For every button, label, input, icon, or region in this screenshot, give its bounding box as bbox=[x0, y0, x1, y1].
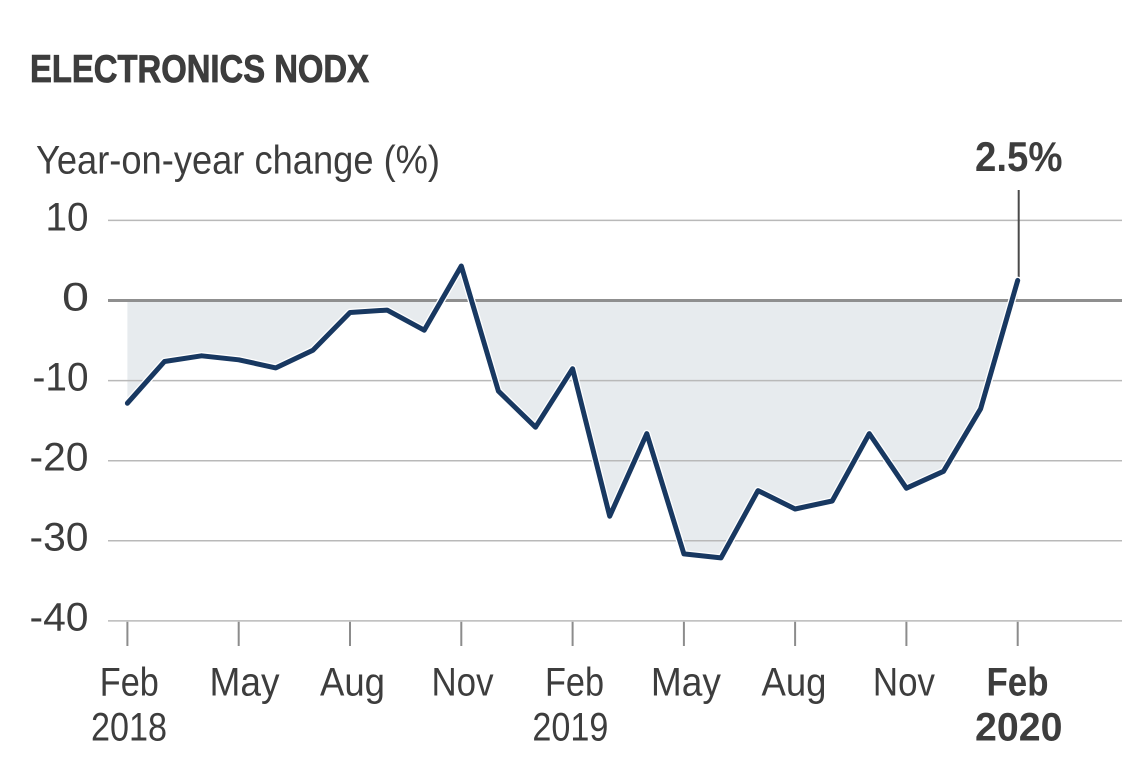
svg-text:Year-on-year change (%): Year-on-year change (%) bbox=[36, 139, 440, 183]
svg-text:0: 0 bbox=[62, 276, 89, 320]
svg-text:Aug: Aug bbox=[762, 661, 827, 705]
svg-text:May: May bbox=[651, 661, 721, 705]
svg-text:-30: -30 bbox=[30, 516, 89, 560]
svg-text:10: 10 bbox=[46, 196, 89, 240]
svg-text:2.5%: 2.5% bbox=[975, 133, 1063, 180]
svg-text:Feb: Feb bbox=[987, 661, 1049, 705]
svg-text:2020: 2020 bbox=[975, 706, 1063, 750]
svg-text:Aug: Aug bbox=[320, 661, 385, 705]
svg-text:ELECTRONICS NODX: ELECTRONICS NODX bbox=[30, 48, 369, 91]
svg-text:Nov: Nov bbox=[873, 661, 935, 705]
svg-text:-40: -40 bbox=[30, 596, 89, 640]
svg-text:Nov: Nov bbox=[432, 661, 494, 705]
svg-text:Feb: Feb bbox=[545, 661, 604, 705]
svg-text:2019: 2019 bbox=[532, 706, 608, 750]
svg-text:-20: -20 bbox=[30, 436, 89, 480]
svg-text:May: May bbox=[210, 661, 280, 705]
svg-text:Feb: Feb bbox=[100, 661, 159, 705]
svg-text:2018: 2018 bbox=[91, 706, 167, 750]
svg-text:-10: -10 bbox=[33, 356, 89, 400]
